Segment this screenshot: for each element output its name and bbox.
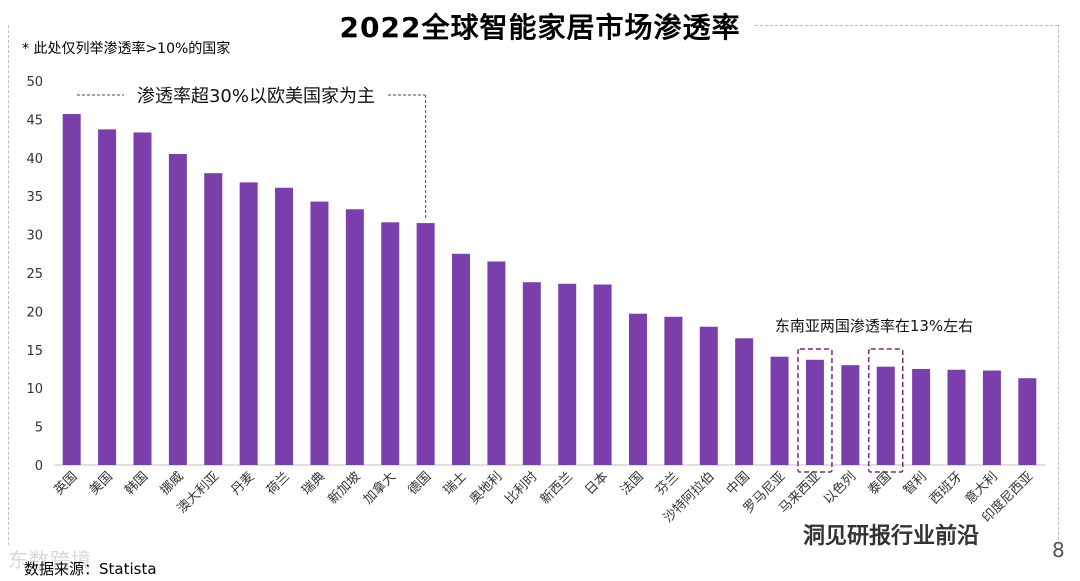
frame-right-line: [1058, 25, 1059, 545]
bars: [62, 114, 1037, 466]
bar-印度尼西亚: [1018, 378, 1037, 465]
x-tick-label: 加拿大: [360, 469, 399, 508]
bar-沙特阿拉伯: [699, 326, 718, 465]
y-tick-label: 0: [35, 459, 43, 474]
bar-智利: [912, 369, 931, 465]
y-tick-label: 50: [26, 75, 43, 90]
chart-note: * 此处仅列举渗透率>10%的国家: [22, 41, 231, 57]
y-tick-label: 15: [26, 344, 43, 359]
bar-新西兰: [558, 283, 577, 465]
bar-挪威: [168, 153, 187, 465]
bar-加拿大: [381, 222, 400, 465]
bar-荷兰: [275, 187, 294, 465]
x-tick-label: 泰国: [866, 469, 895, 498]
x-tick-label: 瑞士: [441, 469, 470, 498]
page-number: 8: [1052, 538, 1065, 562]
y-tick-label: 10: [26, 382, 43, 397]
bar-德国: [416, 223, 435, 465]
bar-瑞士: [452, 253, 471, 465]
x-tick-label: 中国: [724, 469, 753, 498]
chart-title: 2022全球智能家居市场渗透率: [0, 6, 1080, 46]
frame-left-line: [8, 25, 9, 545]
bar-澳大利亚: [204, 173, 223, 465]
x-tick-label: 智利: [901, 469, 930, 498]
bar-西班牙: [947, 369, 966, 465]
bar-泰国: [876, 366, 895, 465]
x-tick-label: 比利时: [502, 469, 540, 507]
y-tick-label: 40: [26, 152, 43, 167]
watermark-left: 东数跨境: [8, 548, 92, 572]
bar-芬兰: [664, 316, 683, 465]
x-tick-label: 美国: [87, 469, 116, 498]
x-tick-label: 英国: [52, 469, 81, 498]
x-tick-label: 法国: [618, 469, 647, 498]
x-tick-label: 瑞典: [299, 469, 328, 498]
bar-英国: [62, 114, 81, 466]
x-tick-label: 日本: [582, 469, 611, 498]
y-tick-label: 5: [35, 421, 43, 436]
highlight-box-泰国: [867, 348, 904, 473]
x-tick-label: 新西兰: [537, 469, 576, 508]
bar-罗马尼亚: [770, 356, 789, 465]
x-tick-label: 挪威: [158, 469, 187, 498]
x-tick-label: 西班牙: [927, 469, 965, 507]
x-tick-label: 德国: [405, 469, 434, 498]
bar-中国: [735, 338, 754, 465]
data-source: 数据来源：Statista: [24, 560, 157, 578]
bar-比利时: [522, 282, 541, 465]
bar-以色列: [841, 365, 860, 465]
y-tick-label: 35: [26, 190, 43, 205]
annotation-sea-text: 东南亚两国渗透率在13%左右: [775, 317, 973, 335]
bar-瑞典: [310, 201, 329, 466]
annotation-europe-text: 渗透率超30%以欧美国家为主: [137, 86, 375, 107]
watermark-right: 洞见研报行业前沿: [803, 524, 980, 549]
bar-奥地利: [487, 261, 506, 465]
y-tick-label: 30: [26, 229, 43, 244]
x-tick-label: 新加坡: [325, 469, 364, 508]
bar-新加坡: [345, 209, 364, 465]
x-tick-label: 韩国: [122, 469, 151, 498]
x-tick-label: 丹麦: [228, 469, 257, 498]
highlight-box-马来西亚: [797, 348, 833, 473]
bar-法国: [628, 313, 647, 465]
x-tick-label: 奥地利: [467, 469, 505, 507]
y-tick-label: 25: [26, 267, 43, 282]
bar-韩国: [133, 132, 152, 465]
bar-马来西亚: [805, 359, 824, 465]
bar-美国: [98, 129, 117, 465]
x-tick-label: 荷兰: [264, 469, 293, 498]
x-tick-label: 以色列: [820, 469, 859, 508]
y-tick-label: 20: [26, 305, 43, 320]
x-tick-label: 芬兰: [653, 469, 682, 498]
y-tick-label: 45: [26, 113, 43, 128]
bar-意大利: [982, 370, 1001, 465]
bar-丹麦: [239, 182, 258, 465]
bar-日本: [593, 284, 612, 465]
